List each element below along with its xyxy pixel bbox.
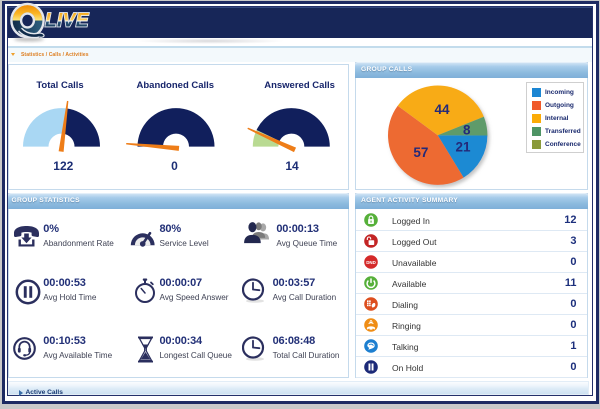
svg-text:21: 21 (455, 139, 471, 154)
svg-text:57: 57 (413, 145, 428, 160)
svg-text:44: 44 (434, 102, 450, 117)
svg-text:8: 8 (463, 122, 471, 137)
svg-text:DND: DND (366, 260, 376, 265)
svg-text:LIVE: LIVE (45, 11, 90, 32)
